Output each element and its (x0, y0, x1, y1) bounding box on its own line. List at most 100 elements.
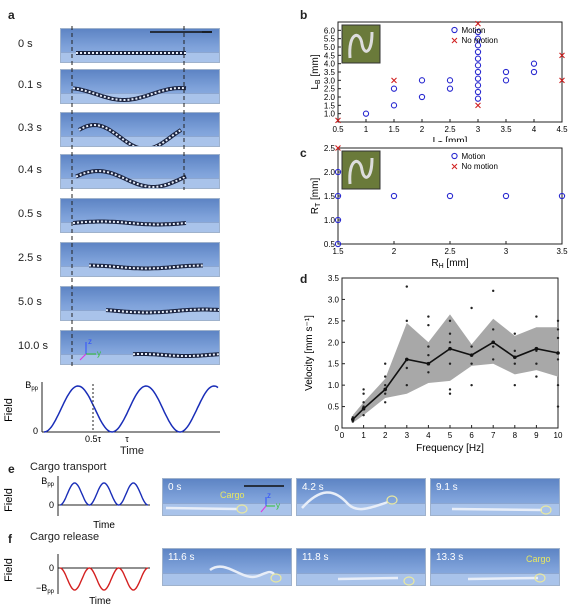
data-point (492, 358, 495, 361)
point-motion (502, 77, 510, 84)
point-motion (446, 192, 454, 200)
e-ytick-top: Bpp (41, 476, 54, 488)
xtick-label: 2 (383, 431, 388, 440)
xtick-label: 4 (532, 125, 537, 134)
field-xtick-half: 0.5τ (85, 434, 102, 444)
panel-e-title: Cargo transport (30, 461, 107, 473)
xtick-label: 4 (426, 431, 431, 440)
panel-b-label: b (300, 8, 308, 22)
field-ytick-zero: 0 (33, 426, 38, 436)
point-motion (362, 110, 370, 117)
mean-point (513, 355, 517, 360)
point-motion (502, 68, 510, 76)
ytick-label: 0.5 (328, 403, 340, 412)
point-motion (502, 192, 510, 200)
data-point (362, 401, 365, 404)
xtick-label: 4.5 (556, 125, 568, 134)
point-no-motion (391, 77, 397, 84)
data-point (362, 392, 365, 395)
xtick-label: 3 (476, 125, 481, 134)
point-motion (474, 55, 482, 62)
f-ytick-bottom: −Bpp (36, 583, 55, 595)
mean-point (491, 340, 495, 345)
f-frame-2-time: 13.3 s (436, 552, 464, 563)
mean-point (469, 353, 474, 357)
ytick-label: 3.0 (328, 295, 340, 304)
point-motion (474, 82, 482, 89)
data-point (427, 371, 430, 374)
xtick-label: 3 (504, 247, 509, 256)
f-field-wave (59, 567, 149, 591)
field-xlabel: Time (120, 445, 145, 457)
mean-point (426, 361, 431, 366)
frame-time-4: 0.5 s (18, 208, 42, 220)
f-ytick-zero: 0 (49, 563, 54, 573)
ytick-label: 2.5 (328, 317, 340, 326)
legend-no-motion: No motion (461, 36, 497, 45)
video-frame-6 (60, 286, 220, 321)
frame-time-7: 10.0 s (18, 340, 48, 352)
x-axis-label: RH [mm] (431, 258, 469, 270)
data-point (556, 405, 560, 408)
xtick-label: 3.5 (556, 247, 568, 256)
f-field-xlabel: Time (89, 596, 111, 607)
data-point (427, 315, 430, 318)
data-point (448, 362, 452, 365)
data-point (492, 345, 495, 348)
data-point (513, 349, 516, 353)
data-point (448, 332, 452, 335)
f-frame-1-time: 11.8 s (302, 552, 329, 563)
xtick-label: 1 (361, 431, 366, 440)
data-point (556, 383, 560, 387)
point-motion (446, 77, 454, 84)
svg-text:y: y (97, 349, 101, 358)
field-ytick-top: Bpp (25, 380, 38, 392)
e-cargo-label: Cargo (220, 490, 245, 500)
data-point (384, 383, 387, 387)
data-point (513, 362, 516, 365)
mean-point (383, 387, 387, 392)
e-field-xlabel: Time (93, 520, 115, 531)
e-frame-0-time: 0 s (168, 482, 182, 493)
point-motion (474, 68, 482, 76)
data-point (448, 388, 452, 391)
ytick-label: 6.0 (324, 26, 336, 35)
svg-text:z: z (267, 491, 271, 500)
ytick-label: 4.5 (324, 51, 336, 60)
point-motion (390, 85, 398, 92)
mean-point (405, 357, 409, 362)
point-motion (474, 28, 482, 36)
data-point (405, 383, 408, 387)
mean-point (534, 346, 539, 351)
xtick-label: 2 (392, 247, 397, 256)
ytick-label: 5.0 (324, 43, 336, 52)
point-motion (474, 35, 482, 42)
ytick-label: 1.0 (328, 381, 340, 390)
frame-time-5: 2.5 s (18, 252, 42, 264)
data-point (384, 375, 387, 378)
xtick-label: 9 (534, 431, 539, 440)
video-frame-1 (60, 69, 220, 104)
point-motion (474, 95, 482, 102)
xtick-label: 8 (513, 431, 518, 440)
panel-f-field-plot: Field 0 −Bpp Time (3, 554, 150, 607)
xtick-label: 3.5 (500, 125, 512, 134)
ytick-label: 2.0 (328, 338, 340, 347)
point-motion (390, 102, 398, 109)
xtick-label: 3 (405, 431, 410, 440)
e-ytick-zero: 0 (49, 500, 54, 510)
xtick-label: 5 (448, 431, 453, 440)
point-no-motion (559, 52, 565, 59)
f-cargo-label: Cargo (526, 554, 551, 564)
data-point (556, 336, 560, 340)
data-point (405, 319, 408, 323)
f-field-ylabel: Field (3, 558, 15, 582)
field-xtick-tau: τ (125, 434, 129, 444)
data-point (470, 306, 473, 310)
e-field-ylabel: Field (3, 488, 15, 512)
panel-d-label: d (300, 272, 308, 286)
panel-f-label: f (8, 532, 12, 546)
ytick-label: 1.0 (324, 110, 336, 119)
inset-photo (341, 24, 381, 64)
